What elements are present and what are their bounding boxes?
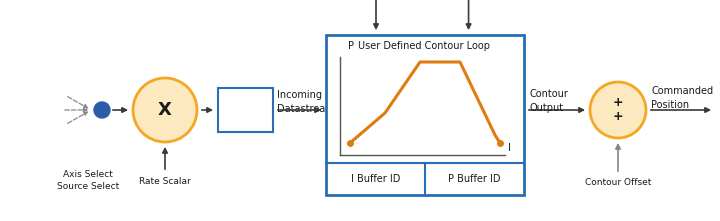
Text: I Buffer ID: I Buffer ID [351, 174, 400, 184]
Text: Rate Scalar: Rate Scalar [139, 177, 191, 186]
Text: Commanded
Position: Commanded Position [651, 86, 713, 110]
Circle shape [133, 78, 197, 142]
Circle shape [94, 102, 110, 118]
Text: Axis Select
Source Select: Axis Select Source Select [57, 170, 119, 191]
Circle shape [590, 82, 646, 138]
Text: P Buffer ID: P Buffer ID [449, 174, 500, 184]
FancyBboxPatch shape [218, 88, 273, 132]
Text: I: I [508, 143, 511, 153]
Text: Phase
Adjust: Phase Adjust [230, 98, 261, 122]
Text: Contour
Output: Contour Output [529, 90, 568, 113]
Text: Incoming
Datastream: Incoming Datastream [277, 90, 335, 114]
Text: +: + [613, 97, 624, 109]
Text: User Defined Contour Loop: User Defined Contour Loop [358, 41, 490, 51]
Text: P: P [348, 41, 354, 51]
Text: +: + [613, 110, 624, 124]
FancyBboxPatch shape [326, 35, 524, 195]
Text: X: X [158, 101, 172, 119]
Text: Contour Offset: Contour Offset [585, 178, 651, 187]
